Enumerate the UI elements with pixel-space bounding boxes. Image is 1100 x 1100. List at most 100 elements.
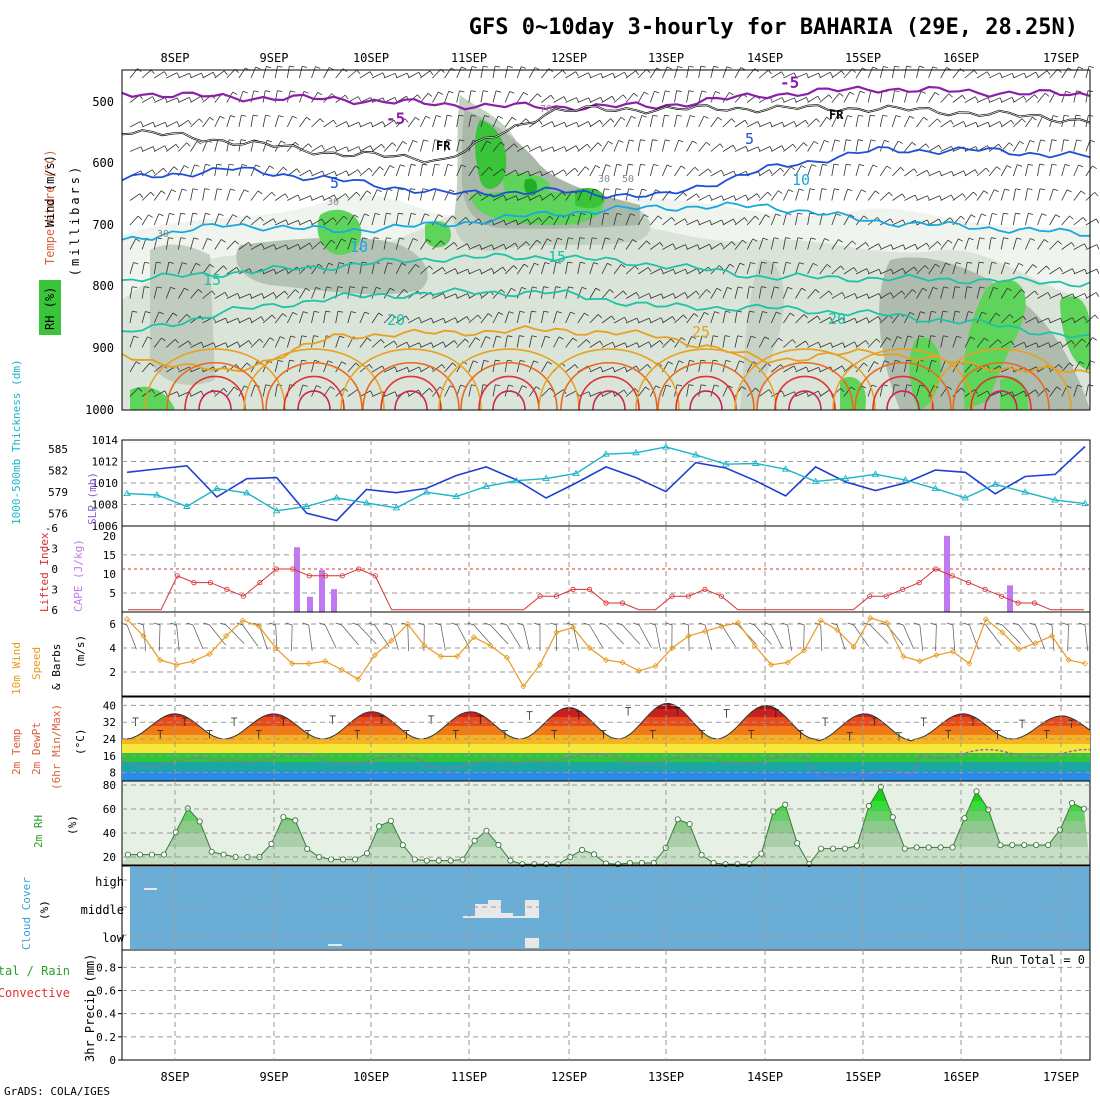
temp-min-max-markers bbox=[132, 707, 1075, 741]
thickness-tick-label: 585 bbox=[48, 443, 68, 456]
wind-barb bbox=[287, 289, 296, 299]
wind-barb bbox=[758, 336, 766, 348]
wind-barb bbox=[976, 97, 989, 103]
wind-barb-flag bbox=[362, 286, 368, 289]
wind10-barb-flag bbox=[1012, 622, 1020, 626]
wind-barb-flag bbox=[762, 237, 768, 241]
diurnal-contour bbox=[166, 362, 264, 411]
wind-point bbox=[702, 628, 709, 635]
wind-barb bbox=[553, 311, 558, 324]
wind-barb-flag bbox=[745, 194, 749, 200]
wind-barb bbox=[226, 341, 238, 348]
wind-barb bbox=[964, 214, 972, 226]
wind-point bbox=[867, 614, 874, 622]
wind-barb bbox=[347, 286, 351, 299]
wind-barb bbox=[795, 119, 806, 128]
wind-barb-flag bbox=[418, 342, 422, 348]
wind-barb-flag bbox=[792, 339, 796, 344]
wind-barb-flag bbox=[609, 289, 614, 293]
wind-barb bbox=[758, 286, 762, 299]
li-tick-label: 3 bbox=[51, 583, 58, 596]
wind-barb bbox=[347, 69, 358, 79]
wind-barb-flag bbox=[803, 142, 808, 147]
wind-barb bbox=[238, 242, 249, 250]
wind-barb-flag bbox=[369, 71, 374, 77]
wind-barb-flag bbox=[706, 141, 711, 146]
wind-barb-flag bbox=[641, 188, 647, 191]
wind-barb bbox=[638, 293, 650, 299]
wind-barb bbox=[577, 166, 586, 177]
wind-barb bbox=[444, 164, 449, 177]
wind-barb bbox=[541, 170, 553, 177]
wind-barb-flag bbox=[434, 139, 440, 142]
wind-barb-flag bbox=[721, 219, 725, 225]
wind-barb-flag bbox=[688, 384, 694, 386]
wind-barb bbox=[408, 316, 420, 324]
wind-barb-flag bbox=[678, 139, 684, 143]
wind-barb bbox=[1049, 164, 1053, 177]
wind-barb-flag bbox=[950, 194, 955, 200]
wind-barb bbox=[843, 341, 855, 348]
contour-labels: -5 -5 FR FR 5 5 10 10 15 15 20 20 25 30 … bbox=[157, 73, 846, 341]
wind-barb bbox=[734, 262, 741, 275]
wind-barb-flag bbox=[213, 342, 216, 348]
wind-barb-flag bbox=[700, 384, 707, 387]
thickness-point bbox=[721, 460, 730, 467]
wind-point bbox=[371, 652, 378, 659]
slp-tick-label: 1010 bbox=[92, 477, 119, 490]
wind-point bbox=[669, 644, 676, 652]
wind-point bbox=[388, 637, 395, 644]
wind-barb bbox=[710, 117, 719, 128]
wind-barb bbox=[359, 337, 368, 348]
thickness-point bbox=[392, 504, 401, 511]
cape-bar bbox=[1007, 585, 1013, 612]
wind-barb bbox=[831, 164, 835, 177]
wind-barb-flag bbox=[1079, 361, 1085, 365]
wind-point bbox=[652, 662, 659, 670]
wind-barb bbox=[165, 213, 170, 226]
wind-barb bbox=[686, 166, 696, 177]
wind-barb bbox=[698, 168, 709, 177]
wind-barb-flag bbox=[834, 139, 840, 142]
wind-barb bbox=[504, 335, 508, 348]
wind-barb bbox=[988, 262, 993, 275]
wind-barb-flag bbox=[426, 239, 432, 243]
thickness-point bbox=[332, 494, 341, 501]
wind-barb-flag bbox=[721, 195, 725, 201]
wind-point bbox=[801, 647, 808, 654]
wind-barb bbox=[879, 384, 884, 397]
wind-barb bbox=[1037, 188, 1041, 201]
wind-barb-flag bbox=[1078, 66, 1084, 70]
wind-barb-flag bbox=[767, 191, 772, 196]
wind-barb-flag bbox=[805, 340, 809, 346]
wind-barb bbox=[541, 361, 548, 373]
wind-barb-flag bbox=[201, 72, 204, 78]
wind-barb-flag bbox=[1043, 239, 1049, 243]
wind10-barb bbox=[919, 624, 924, 651]
wind-barb-flag bbox=[737, 335, 743, 338]
wind-barb-flag bbox=[767, 69, 772, 75]
wind-barb-flag bbox=[1092, 165, 1097, 170]
wind-barb-flag bbox=[161, 337, 166, 342]
wind-barb bbox=[335, 146, 347, 152]
wind-barb-flag bbox=[628, 163, 634, 166]
wind-barb-flag bbox=[176, 121, 180, 127]
wind-barb-flag bbox=[1003, 212, 1009, 215]
wind-barb bbox=[395, 141, 403, 152]
wind-barb-flag bbox=[806, 366, 809, 372]
wind-barb bbox=[613, 238, 620, 250]
wind-barb bbox=[843, 164, 847, 177]
wind-barb-flag bbox=[330, 386, 335, 390]
wind-barb-flag bbox=[394, 73, 398, 79]
wind-barb bbox=[178, 142, 187, 152]
wind-barb-flag bbox=[192, 188, 198, 191]
wind-barb-flag bbox=[442, 267, 446, 272]
wind-barb bbox=[916, 360, 920, 373]
wind-barb bbox=[299, 360, 302, 373]
wind10-barb-flag bbox=[186, 622, 194, 626]
wind-barb-flag bbox=[842, 342, 846, 348]
rh-point bbox=[387, 817, 394, 824]
wind-barb bbox=[154, 145, 165, 152]
wind-barb-flag bbox=[535, 386, 541, 390]
